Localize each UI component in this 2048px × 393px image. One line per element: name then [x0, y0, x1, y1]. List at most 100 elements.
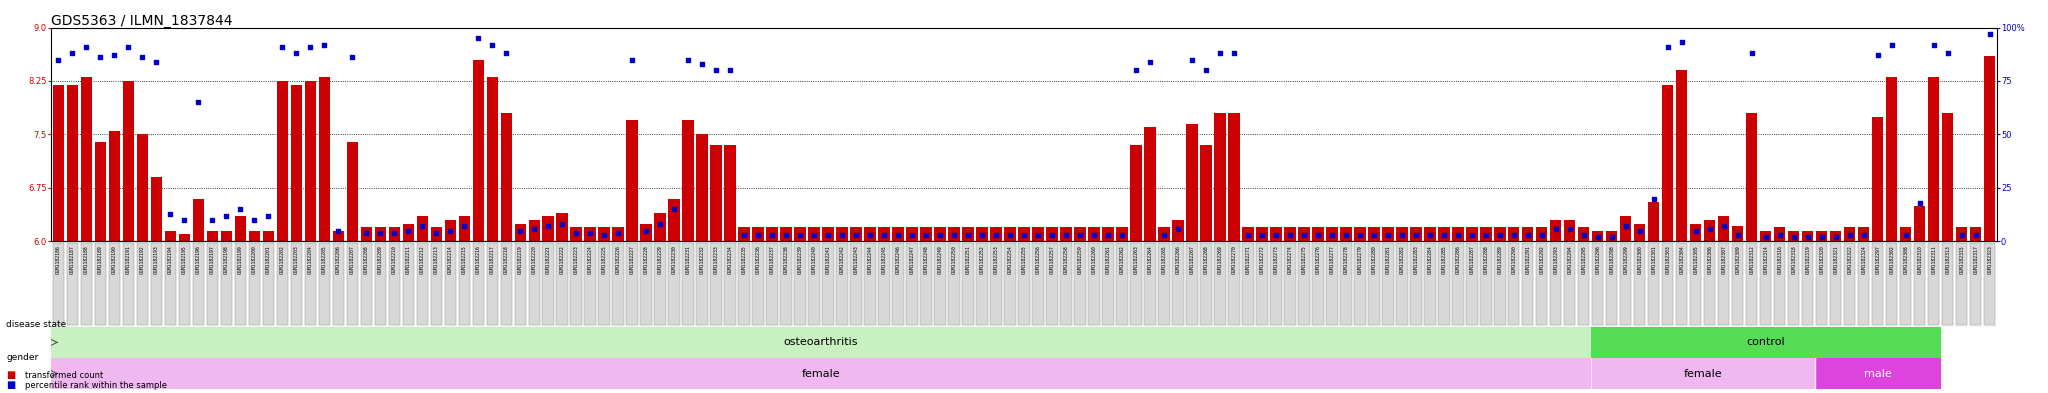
Text: GSM1182322: GSM1182322 — [1847, 246, 1851, 274]
Text: GSM1182313: GSM1182313 — [1946, 246, 1950, 274]
Bar — [346, 141, 358, 241]
Text: GSM1182217: GSM1182217 — [489, 246, 496, 274]
Text: GSM1182191: GSM1182191 — [125, 246, 131, 274]
Bar — [907, 227, 918, 241]
Point — [1245, 232, 1278, 238]
FancyBboxPatch shape — [879, 243, 889, 325]
Point — [770, 232, 803, 238]
FancyBboxPatch shape — [346, 243, 358, 325]
Point — [125, 54, 158, 61]
Text: GSM1182295: GSM1182295 — [1581, 246, 1587, 274]
Bar — [68, 84, 78, 241]
Bar — [1284, 227, 1296, 241]
Bar — [459, 217, 469, 241]
Bar — [1214, 113, 1225, 241]
Text: GSM1182309: GSM1182309 — [1735, 246, 1741, 274]
Bar — [752, 227, 764, 241]
Point — [1343, 232, 1376, 238]
FancyBboxPatch shape — [94, 243, 106, 325]
FancyBboxPatch shape — [1438, 243, 1450, 325]
FancyBboxPatch shape — [627, 243, 637, 325]
Point — [629, 228, 662, 234]
Point — [449, 223, 481, 230]
Bar — [1956, 227, 1968, 241]
Point — [489, 50, 522, 56]
Text: GSM1182317: GSM1182317 — [1974, 246, 1978, 274]
Text: GSM1182211: GSM1182211 — [406, 246, 412, 274]
Point — [1190, 67, 1223, 73]
FancyBboxPatch shape — [1047, 243, 1057, 325]
FancyBboxPatch shape — [948, 243, 961, 325]
Point — [1106, 232, 1139, 238]
Text: GSM1182218: GSM1182218 — [504, 246, 508, 274]
Text: GSM1182290: GSM1182290 — [1511, 246, 1516, 274]
Bar — [920, 227, 932, 241]
Point — [1679, 228, 1712, 234]
Bar — [1690, 224, 1702, 241]
Point — [1526, 232, 1559, 238]
Text: transformed count: transformed count — [25, 371, 102, 380]
FancyBboxPatch shape — [668, 243, 680, 325]
Point — [365, 230, 397, 236]
Text: GSM1182233: GSM1182233 — [713, 246, 719, 274]
Point — [532, 223, 565, 230]
Text: GSM1182303: GSM1182303 — [1665, 246, 1671, 274]
Text: GSM1182316: GSM1182316 — [1778, 246, 1782, 274]
FancyBboxPatch shape — [864, 243, 877, 325]
FancyBboxPatch shape — [1018, 243, 1030, 325]
FancyBboxPatch shape — [1802, 243, 1812, 325]
Bar — [1411, 227, 1421, 241]
Point — [1358, 232, 1391, 238]
Text: GSM1182252: GSM1182252 — [979, 246, 985, 274]
Point — [1651, 44, 1683, 50]
Bar — [1438, 227, 1450, 241]
Text: GSM1182196: GSM1182196 — [197, 246, 201, 274]
Point — [504, 228, 537, 234]
FancyBboxPatch shape — [584, 243, 596, 325]
FancyBboxPatch shape — [1061, 243, 1071, 325]
Text: GSM1182244: GSM1182244 — [868, 246, 872, 274]
Bar — [1649, 202, 1659, 241]
Text: GSM1182228: GSM1182228 — [643, 246, 649, 274]
Point — [1847, 232, 1880, 238]
Text: female: female — [801, 369, 840, 378]
Text: GSM1182212: GSM1182212 — [420, 246, 424, 274]
Point — [1483, 232, 1516, 238]
FancyBboxPatch shape — [319, 243, 330, 325]
Bar — [725, 145, 735, 241]
FancyBboxPatch shape — [893, 243, 903, 325]
FancyBboxPatch shape — [1327, 243, 1337, 325]
Bar — [934, 227, 946, 241]
Text: GSM1182229: GSM1182229 — [657, 246, 664, 274]
FancyBboxPatch shape — [1704, 243, 1716, 325]
FancyBboxPatch shape — [1831, 243, 1841, 325]
FancyBboxPatch shape — [641, 243, 651, 325]
Bar — [1200, 145, 1212, 241]
Point — [139, 59, 172, 65]
Point — [1903, 200, 1935, 206]
Point — [938, 232, 971, 238]
Point — [1372, 232, 1405, 238]
FancyBboxPatch shape — [207, 243, 217, 325]
Text: GSM1182263: GSM1182263 — [1133, 246, 1139, 274]
Text: GSM1182201: GSM1182201 — [266, 246, 270, 274]
Text: GSM1182277: GSM1182277 — [1329, 246, 1335, 274]
Point — [391, 228, 424, 234]
Bar — [836, 227, 848, 241]
Bar — [1634, 224, 1645, 241]
FancyBboxPatch shape — [1313, 243, 1323, 325]
Bar — [528, 220, 541, 241]
Point — [1147, 232, 1180, 238]
FancyBboxPatch shape — [1032, 243, 1044, 325]
Point — [475, 42, 508, 48]
Point — [924, 232, 956, 238]
Bar — [444, 220, 457, 241]
Point — [420, 230, 453, 236]
FancyBboxPatch shape — [1759, 243, 1772, 325]
Bar — [543, 217, 553, 241]
Point — [293, 44, 326, 50]
Bar — [403, 224, 414, 241]
Bar — [487, 77, 498, 241]
Point — [1036, 232, 1069, 238]
Bar — [1620, 217, 1632, 241]
